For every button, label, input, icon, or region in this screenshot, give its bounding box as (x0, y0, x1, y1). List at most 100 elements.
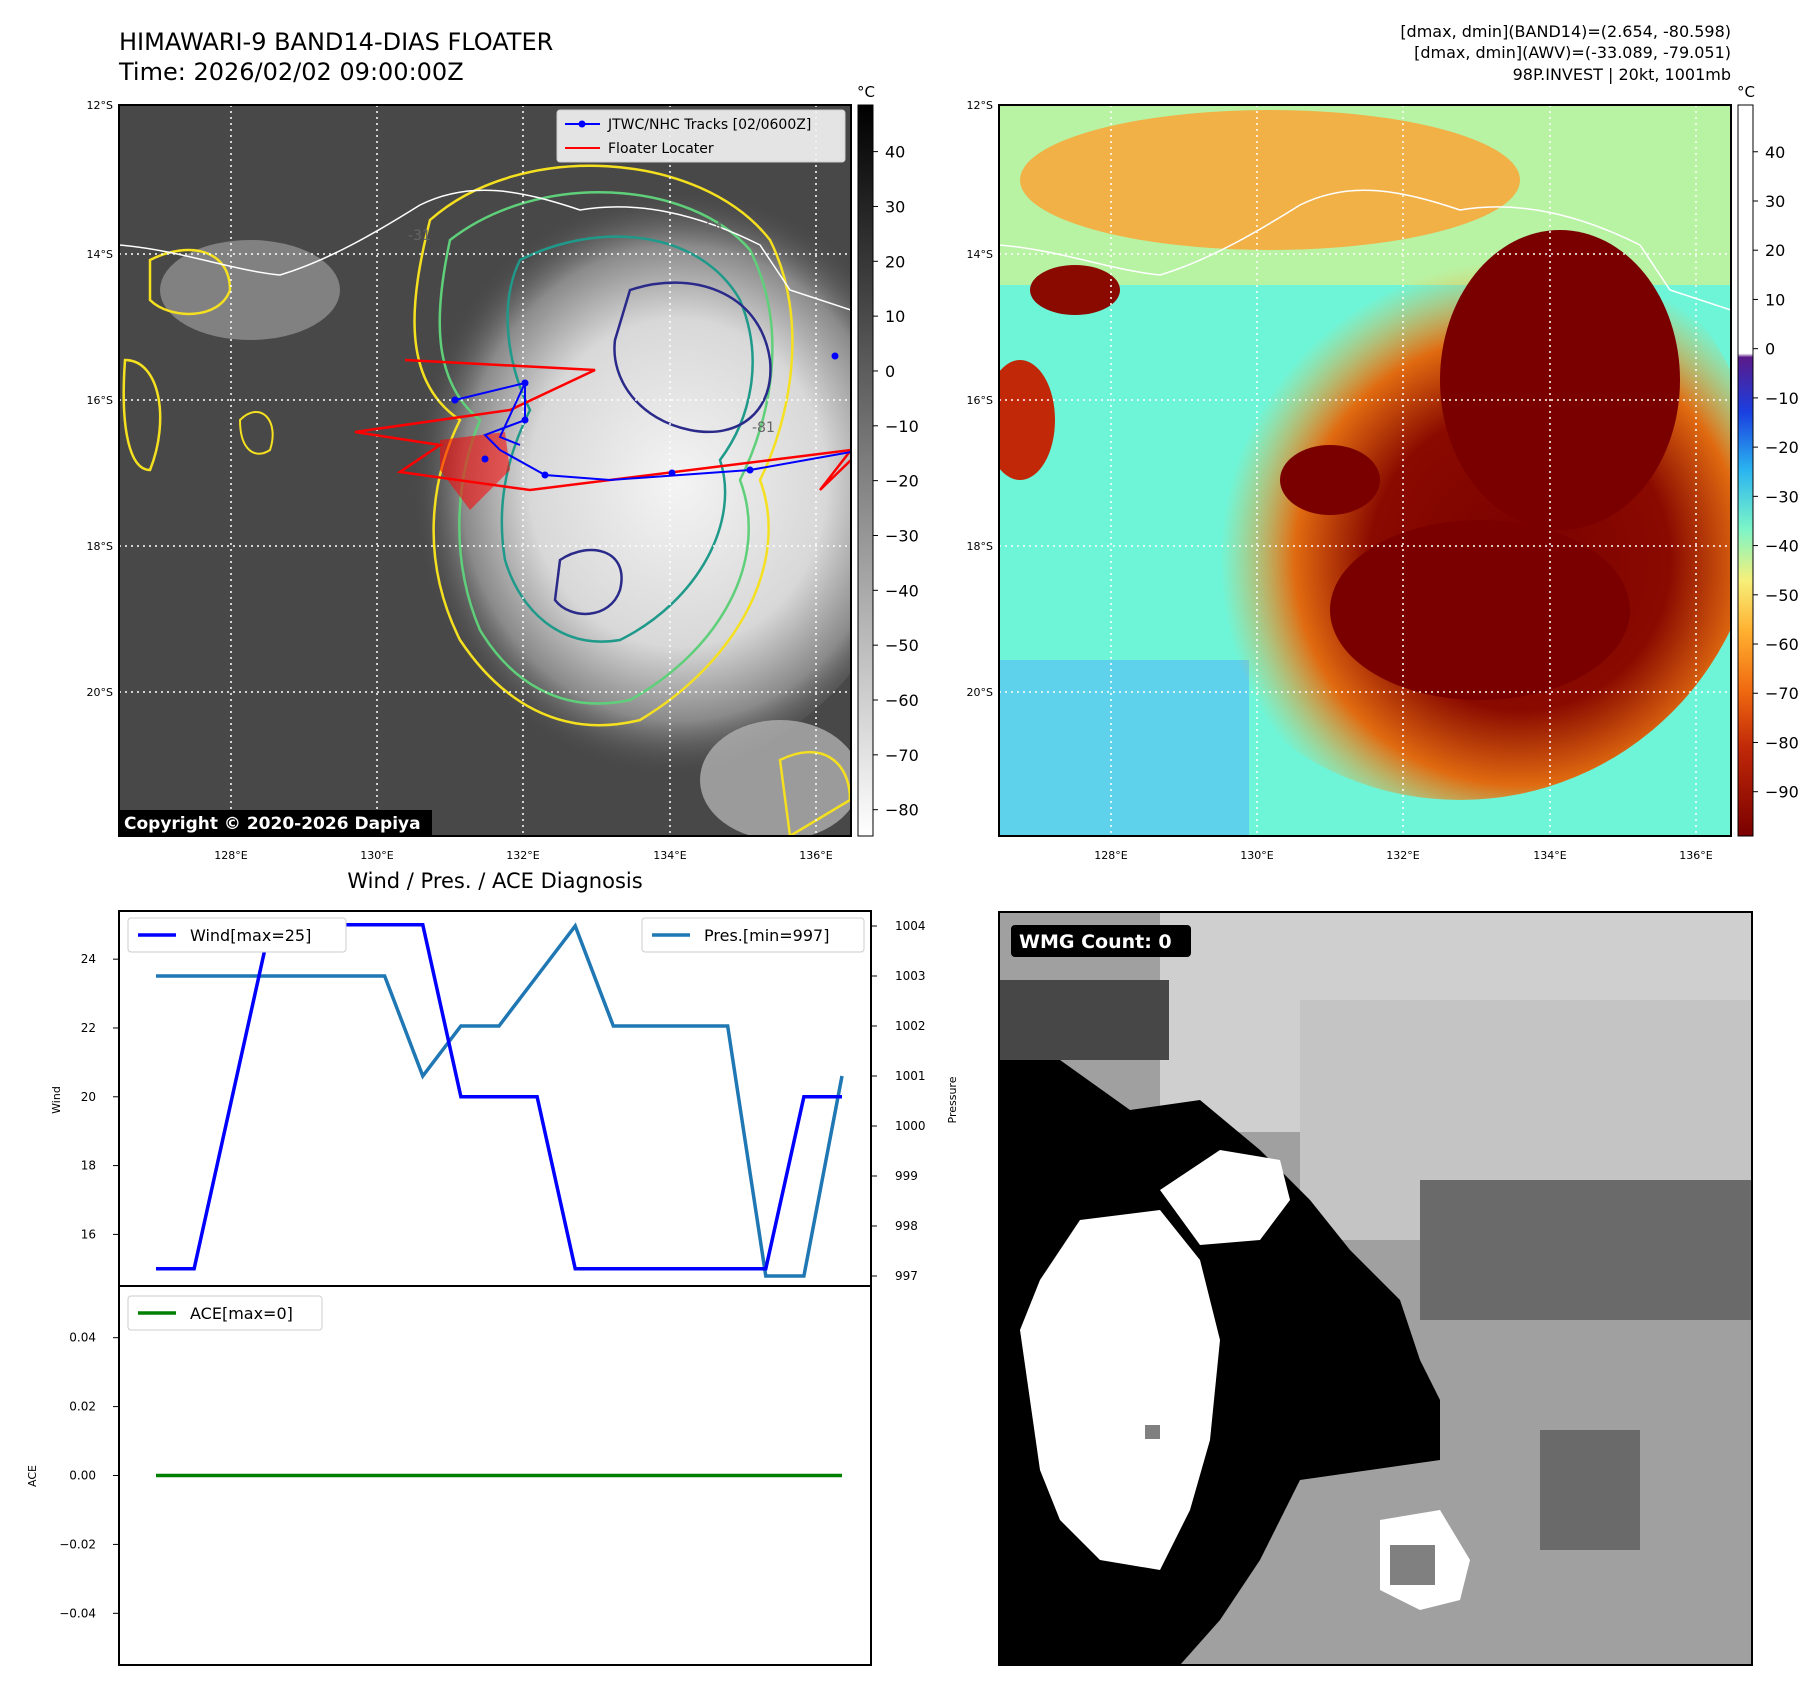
lat-tick-label: 18°S (87, 540, 113, 553)
lon-tick-label: 128°E (1094, 849, 1127, 862)
wind-tick-label: 22 (81, 1021, 96, 1035)
colorbar-tick-label: −40 (885, 581, 919, 600)
lat-tick-label: 18°S (967, 540, 993, 553)
pressure-tick-label: 999 (895, 1169, 918, 1183)
wmg-badge-box (1011, 925, 1191, 957)
ir-contour-teal (500, 235, 754, 643)
wind-tick-label: 20 (81, 1090, 96, 1104)
colorbar-tick-label: 0 (1765, 340, 1775, 359)
colorbar-tick-label: −80 (885, 801, 919, 820)
pressure-legend: Pres.[min=997] (641, 917, 865, 953)
awv-coastline (999, 189, 1731, 311)
colorbar-tick-label: −20 (1765, 438, 1799, 457)
ir-colorbar-unit: °C (857, 83, 875, 101)
awv-frame (998, 104, 1732, 837)
ace-tick-label: −0.04 (59, 1606, 96, 1620)
ir-contour-navy-2 (553, 548, 623, 616)
pressure-tick-label: 1004 (895, 919, 926, 933)
colorbar-tick-label: 40 (885, 143, 905, 162)
ir-panel: -31 -64 -81 JTWC/NHC Tracks [02/0600Z] F… (118, 83, 919, 837)
pressure-legend-label: Pres.[min=997] (704, 926, 829, 945)
wind-legend: Wind[max=25] (127, 917, 347, 953)
pressure-tick-label: 1001 (895, 1069, 926, 1083)
legend-floater-label: Floater Locater (608, 141, 714, 157)
pressure-tick-label: 1003 (895, 969, 926, 983)
lon-tick-label: 130°E (1240, 849, 1273, 862)
ir-contour-yellow (413, 164, 794, 727)
ace-tick-label: 0.00 (69, 1469, 96, 1483)
awv-panel: °C 40 30 20 10 0 −10 −20 −30 −40 −50 −60 −70 −80 −90 (998, 83, 1799, 837)
wind-axis-ticks: 16 18 20 22 24 (81, 952, 119, 1241)
colorbar-tick-label: −40 (1765, 537, 1799, 556)
lon-tick-label: 136°E (799, 849, 832, 862)
pressure-tick-label: 997 (895, 1269, 918, 1283)
wind-tick-label: 24 (81, 952, 96, 966)
lat-tick-label: 20°S (967, 686, 993, 699)
colorbar-tick-label: −60 (1765, 635, 1799, 654)
lat-tick-label: 16°S (87, 394, 113, 407)
copyright-text: Copyright © 2020-2026 Dapiya (124, 814, 421, 834)
lat-tick-label: 14°S (87, 248, 113, 261)
wind-tick-label: 18 (81, 1159, 96, 1173)
colorbar-tick-label: −10 (1765, 389, 1799, 408)
colorbar-tick-label: 10 (1765, 290, 1785, 309)
jtwc-track-line (454, 381, 851, 482)
colorbar-tick-label: −70 (1765, 684, 1799, 703)
ir-coastline (119, 189, 851, 311)
pressure-tick-label: 1002 (895, 1019, 926, 1033)
ace-axis-ticks: 0.04 0.02 0.00 −0.02 −0.04 (59, 1331, 119, 1620)
colorbar-tick-label: −50 (885, 636, 919, 655)
map-tick-labels: 12°S 14°S 16°S 18°S 20°S 128°E 130°E 132°E 134°E… (87, 99, 1713, 862)
ace-legend-label: ACE[max=0] (190, 1304, 293, 1323)
lon-tick-label: 136°E (1679, 849, 1712, 862)
wmg-panel: WMG Count: 0 (998, 911, 1753, 1666)
wind-pressure-chart: 16 18 20 22 24 997 998 999 1000 1001 1002 1003 1004… (50, 910, 959, 1287)
stat-band14: [dmax, dmin](BAND14)=(2.654, -80.598) (1400, 22, 1731, 41)
lat-tick-label: 20°S (87, 686, 113, 699)
colorbar-tick-label: 30 (885, 197, 905, 216)
pressure-tick-label: 998 (895, 1219, 918, 1233)
colorbar-tick-label: 20 (885, 252, 905, 271)
awv-colorbar-ticks: 40 30 20 10 0 −10 −20 −30 −40 −50 −60 −70 −80 −90 (1753, 143, 1799, 802)
figure-time: Time: 2026/02/02 09:00:00Z (118, 58, 464, 86)
wmg-white-cell-1 (1020, 1210, 1220, 1570)
ir-colorbar-ticks: 40 30 20 10 0 −10 −20 −30 −40 −50 −60 −70 −80 (873, 143, 919, 820)
lon-tick-label: 130°E (360, 849, 393, 862)
contour-label-64: -64 (700, 220, 723, 236)
diagnosis-title: Wind / Pres. / ACE Diagnosis (347, 869, 642, 893)
lat-tick-label: 12°S (87, 99, 113, 112)
ace-tick-label: −0.02 (59, 1537, 96, 1551)
colorbar-tick-label: 0 (885, 362, 895, 381)
storm-info: 98P.INVEST | 20kt, 1001mb (1513, 65, 1731, 84)
colorbar-tick-label: −50 (1765, 586, 1799, 605)
pressure-axis-ticks: 997 998 999 1000 1001 1002 1003 1004 (871, 919, 926, 1283)
colorbar-tick-label: −80 (1765, 733, 1799, 752)
colorbar-tick-label: 10 (885, 307, 905, 326)
ir-gridlines (119, 105, 851, 836)
ace-tick-label: 0.04 (69, 1331, 96, 1345)
ace-tick-label: 0.02 (69, 1400, 96, 1414)
floater-region (440, 432, 510, 510)
floater-locater-line (354, 358, 851, 492)
ace-chart: 0.04 0.02 0.00 −0.02 −0.04 ACE ACE[max=0] (26, 1285, 872, 1666)
ir-cloud-mass (330, 120, 851, 780)
contour-label-81: -81 (752, 420, 775, 436)
ir-frame (118, 104, 852, 837)
colorbar-tick-label: −90 (1765, 783, 1799, 802)
lat-tick-label: 12°S (967, 99, 993, 112)
pressure-series-line (156, 922, 844, 1278)
wind-tick-label: 16 (81, 1227, 96, 1241)
pressure-tick-label: 1000 (895, 1119, 926, 1133)
stat-awv: [dmax, dmin](AWV)=(-33.089, -79.051) (1414, 43, 1731, 62)
jtwc-track-points (451, 352, 839, 479)
ir-contour-navy-1 (613, 281, 772, 434)
legend-track-label: JTWC/NHC Tracks [02/0600Z] (607, 117, 811, 133)
colorbar-tick-label: 20 (1765, 241, 1785, 260)
colorbar-tick-label: −60 (885, 691, 919, 710)
lon-tick-label: 134°E (653, 849, 686, 862)
colorbar-tick-label: −70 (885, 746, 919, 765)
ace-legend: ACE[max=0] (127, 1295, 323, 1331)
colorbar-tick-label: −20 (885, 472, 919, 491)
lat-tick-label: 14°S (967, 248, 993, 261)
